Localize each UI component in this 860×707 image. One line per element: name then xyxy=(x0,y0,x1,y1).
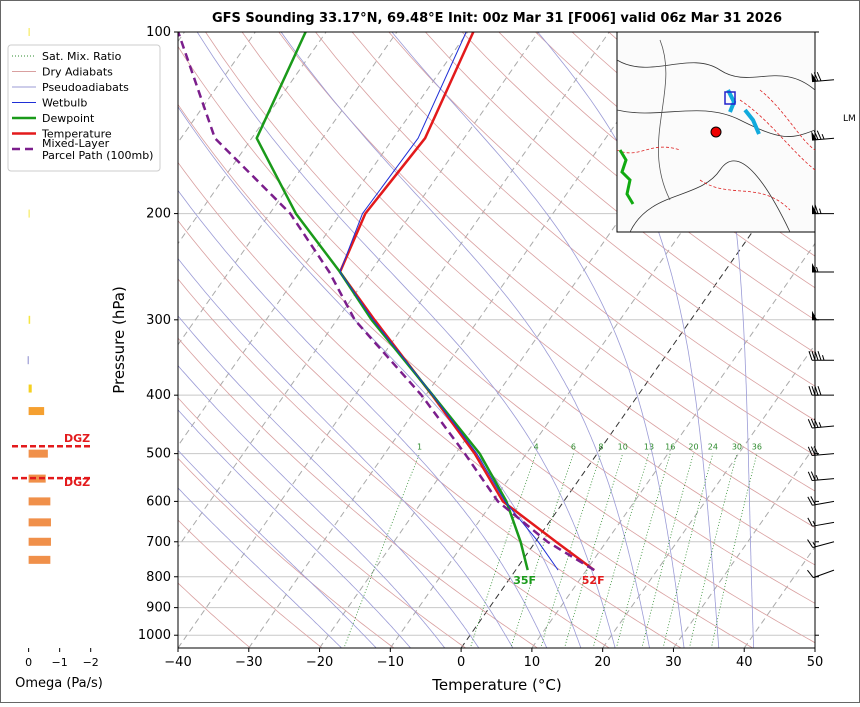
omega-bar xyxy=(29,556,51,564)
mixing-ratio-label: 16 xyxy=(665,443,675,452)
mixing-ratio-label: 24 xyxy=(708,443,718,452)
omega-bar xyxy=(29,518,51,526)
omega-tick-label: −1 xyxy=(52,656,68,669)
x-tick-label: 20 xyxy=(594,655,611,670)
y-tick-label: 300 xyxy=(146,313,171,328)
legend-label: Dewpoint xyxy=(42,112,95,125)
omega-bar xyxy=(29,407,45,415)
omega-bar xyxy=(29,28,30,36)
y-tick-label: 600 xyxy=(146,494,171,509)
x-tick-label: −30 xyxy=(235,655,262,670)
x-tick-label: −40 xyxy=(164,655,191,670)
omega-bar xyxy=(29,385,32,393)
omega-bar xyxy=(29,316,31,324)
y-axis-title: Pressure (hPa) xyxy=(110,286,128,394)
y-tick-label: 700 xyxy=(146,535,171,550)
inset-map xyxy=(617,32,815,232)
x-tick-label: 40 xyxy=(736,655,753,670)
x-axis-title: Temperature (°C) xyxy=(431,676,561,694)
x-tick-label: 50 xyxy=(807,655,824,670)
legend-label: Dry Adiabats xyxy=(42,66,113,79)
x-tick-label: 10 xyxy=(524,655,541,670)
mixing-ratio-label: 20 xyxy=(688,443,698,452)
mixing-ratio-label: 1 xyxy=(417,443,422,452)
legend-label: Sat. Mix. Ratio xyxy=(42,50,122,63)
y-tick-label: 100 xyxy=(146,25,171,40)
omega-bar xyxy=(28,356,29,364)
dgz-label: DGZ xyxy=(64,476,90,489)
x-tick-label: −20 xyxy=(306,655,333,670)
mixing-ratio-label: 4 xyxy=(534,443,539,452)
x-tick-label: −10 xyxy=(377,655,404,670)
location-marker xyxy=(711,127,721,137)
legend: Sat. Mix. Ratio Dry Adiabats Pseudoadiabat… xyxy=(8,45,160,171)
y-tick-label: 400 xyxy=(146,388,171,403)
dgz-label: DGZ xyxy=(64,432,90,445)
y-tick-label: 1000 xyxy=(138,628,171,643)
mixing-ratio-label: 30 xyxy=(732,443,742,452)
y-tick-label: 900 xyxy=(146,601,171,616)
legend-label: Pseudoadiabats xyxy=(42,81,129,94)
x-tick-label: 30 xyxy=(665,655,682,670)
x-tick-label: 0 xyxy=(457,655,465,670)
mixing-ratio-label: 8 xyxy=(598,443,603,452)
mixing-ratio-label: 13 xyxy=(644,443,654,452)
y-tick-label: 500 xyxy=(146,447,171,462)
mixing-ratio-label: 6 xyxy=(571,443,576,452)
surface-label: 52F xyxy=(582,574,605,587)
y-tick-label: 800 xyxy=(146,570,171,585)
legend-label: Wetbulb xyxy=(42,97,87,110)
mixing-ratio-label: 36 xyxy=(752,443,762,452)
surface-label: 35F xyxy=(513,574,536,587)
omega-bar xyxy=(29,450,48,458)
omega-bar xyxy=(29,210,30,218)
omega-axis-title: Omega (Pa/s) xyxy=(15,676,103,691)
chart-title: GFS Sounding 33.17°N, 69.48°E Init: 00z … xyxy=(212,11,782,26)
mixing-ratio-label: 10 xyxy=(618,443,628,452)
omega-bar xyxy=(29,538,51,546)
omega-tick-label: 0 xyxy=(25,656,32,669)
y-tick-label: 200 xyxy=(146,207,171,222)
omega-bar xyxy=(29,497,51,505)
map-label: LM xyxy=(843,114,856,124)
omega-tick-label: −2 xyxy=(83,656,99,669)
